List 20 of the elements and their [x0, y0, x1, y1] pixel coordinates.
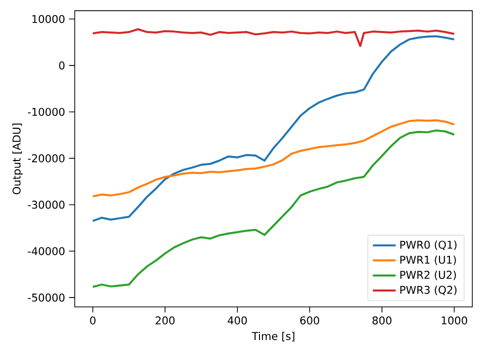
y-tick-label: 0 — [59, 61, 65, 70]
legend-label: PWR2 (U2) — [400, 270, 456, 280]
x-tick-label: 200 — [156, 316, 175, 324]
y-axis-title: Output [ADU] — [12, 124, 23, 194]
y-tick-label: -50000 — [28, 294, 64, 302]
x-tick-label: 1000 — [442, 316, 468, 324]
line-series — [92, 35, 456, 222]
x-tick-label: 600 — [300, 316, 320, 324]
legend-label: PWR1 (U1) — [400, 256, 456, 266]
legend-label: PWR3 (Q2) — [400, 286, 456, 296]
y-tick-label: -40000 — [28, 247, 64, 256]
legend-label: PWR0 (Q1) — [400, 240, 456, 250]
y-tick-label: -10000 — [28, 108, 64, 116]
x-axis-title: Time [s] — [252, 332, 294, 342]
x-tick-label: 800 — [372, 316, 392, 324]
x-tick-label: 400 — [228, 316, 247, 324]
y-tick-label: -20000 — [28, 154, 64, 162]
y-tick-label: -30000 — [28, 200, 64, 209]
x-tick-label: 0 — [90, 316, 96, 324]
y-tick-label: 10000 — [32, 15, 64, 24]
